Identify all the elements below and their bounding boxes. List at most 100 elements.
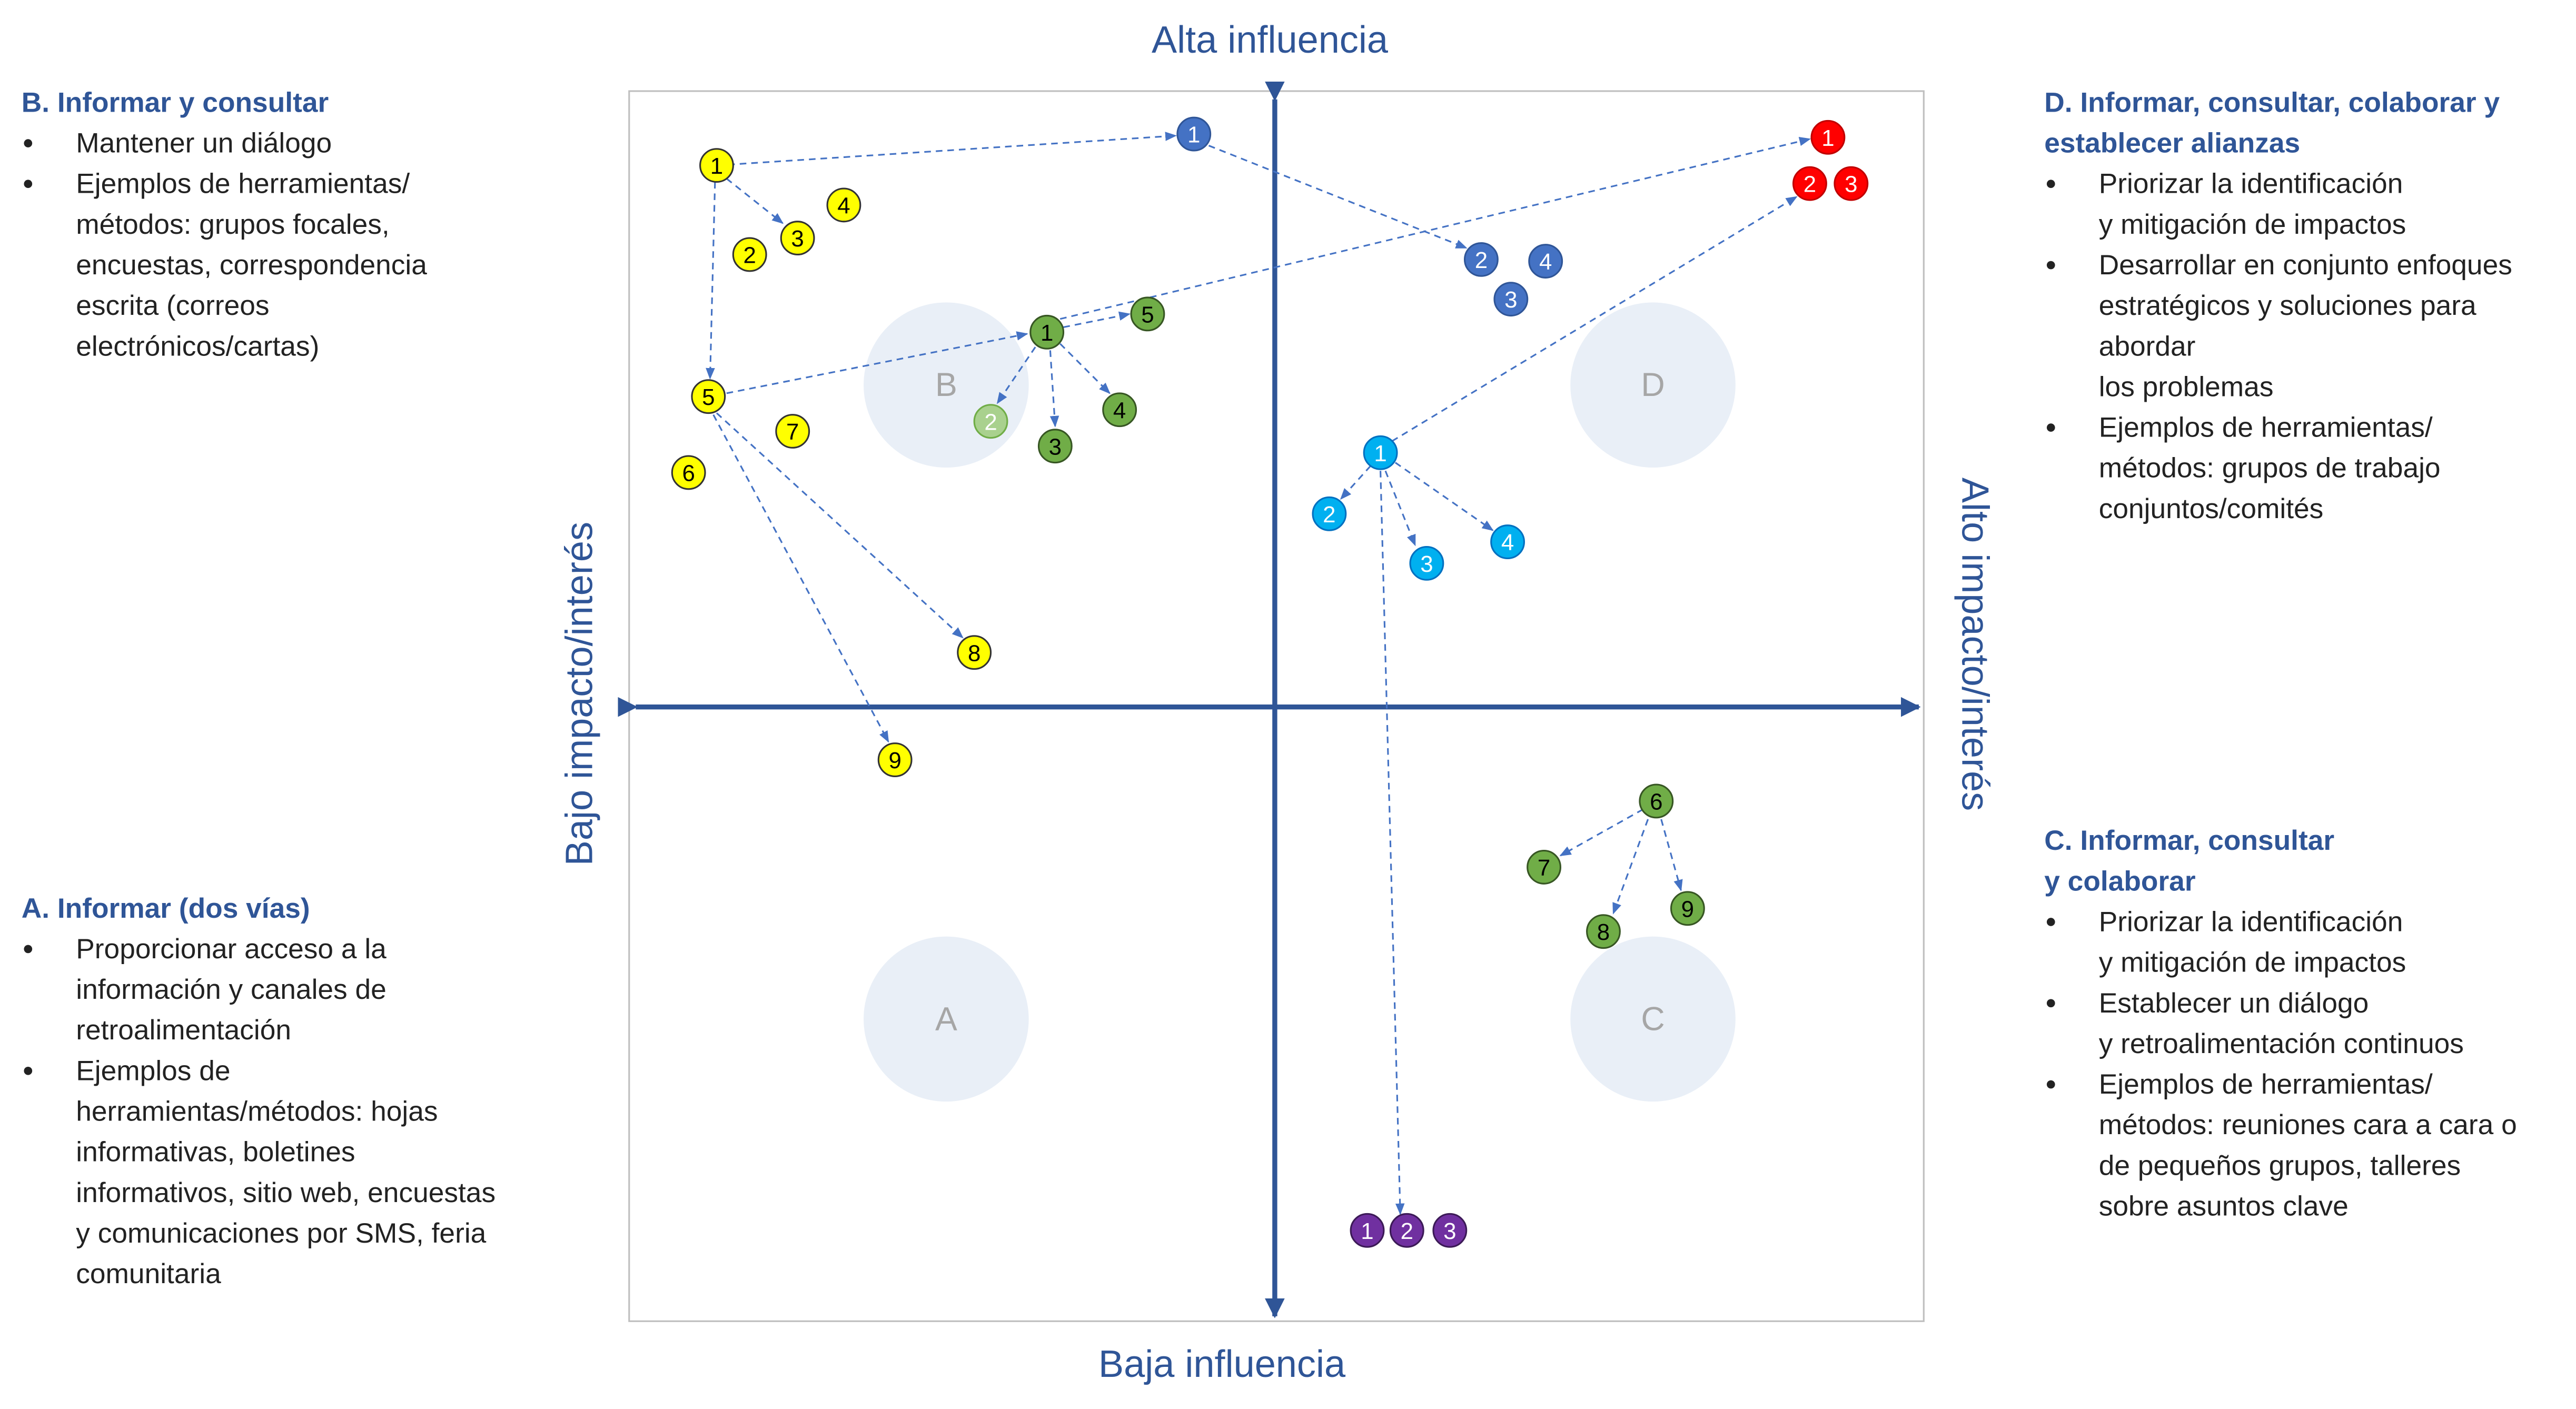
node: [1102, 392, 1137, 428]
node-label: 9: [888, 748, 901, 773]
node-label: 3: [1504, 287, 1517, 313]
node-label: 3: [1845, 172, 1857, 197]
node-label: 1: [1361, 1218, 1373, 1244]
panel-text: escrita (correos: [76, 290, 269, 321]
quadrant-label: A: [935, 1000, 957, 1037]
arrow: [716, 132, 1177, 166]
panel-text: métodos: reuniones cara a cara o: [2099, 1109, 2517, 1140]
panel-text: Ejemplos de herramientas/: [76, 168, 410, 200]
panel-text: información y canales de: [76, 974, 387, 1005]
panel-title: C. Informar, consultar: [2044, 825, 2334, 856]
axis-label-bottom: Baja influencia: [1098, 1343, 1346, 1385]
bullet: [24, 180, 33, 188]
node-label: 2: [1401, 1218, 1413, 1244]
panel-text: comunitaria: [76, 1258, 221, 1289]
panel-text: conjuntos/comités: [2099, 493, 2324, 524]
node: [1432, 1213, 1468, 1248]
arrow: [1559, 808, 1643, 857]
node: [732, 237, 767, 272]
node: [1463, 242, 1499, 277]
bullet: [2046, 1080, 2055, 1089]
quadrant-label: D: [1641, 366, 1665, 403]
panel-text: informativas, boletines: [76, 1137, 355, 1168]
node: [1528, 244, 1563, 279]
panel-text: Establecer un diálogo: [2099, 988, 2369, 1019]
node-label: 8: [1597, 919, 1610, 945]
node-label: 2: [1804, 172, 1816, 197]
arrow: [726, 331, 1028, 394]
node: [780, 221, 815, 256]
quadrant-label: C: [1641, 1000, 1665, 1037]
panel-title: y colaborar: [2044, 866, 2195, 897]
node-label: 2: [743, 243, 756, 269]
arrow: [1059, 343, 1111, 394]
panel-text: Proporcionar acceso a la: [76, 934, 387, 965]
bullet: [2046, 423, 2055, 432]
node: [699, 148, 734, 183]
node-label: 3: [791, 226, 804, 252]
panel-text: abordar: [2099, 331, 2196, 362]
panel-title: D. Informar, consultar, colaborar y: [2044, 87, 2500, 118]
panel-text: de pequeños grupos, talleres: [2099, 1150, 2461, 1181]
panel-text: sobre asuntos clave: [2099, 1190, 2349, 1222]
node-label: 2: [984, 409, 997, 435]
panel-text: los problemas: [2099, 371, 2274, 402]
panel-text: métodos: grupos de trabajo: [2099, 453, 2441, 484]
node-label: 5: [702, 384, 715, 410]
quadrant-circles: [864, 302, 1736, 1102]
node-label: 9: [1681, 896, 1694, 922]
node: [826, 187, 861, 223]
panel-text: retroalimentación: [76, 1015, 291, 1046]
node: [1834, 166, 1869, 201]
panel-text: y mitigación de impactos: [2099, 947, 2406, 978]
panel-text: y retroalimentación continuos: [2099, 1028, 2464, 1059]
bullet: [24, 945, 33, 954]
node-label: 7: [1538, 855, 1550, 881]
node: [1130, 296, 1165, 332]
node-label: 4: [1501, 530, 1514, 555]
panel-text: Mantener un diálogo: [76, 128, 332, 159]
node-label: 8: [968, 640, 980, 666]
panel-text: Ejemplos de herramientas/: [2099, 412, 2433, 443]
node-label: 1: [1374, 441, 1386, 467]
axis-label-top: Alta influencia: [1152, 19, 1389, 61]
node-label: 2: [1323, 502, 1335, 528]
node: [1810, 120, 1846, 155]
arrow: [1394, 462, 1494, 531]
node: [1670, 891, 1705, 926]
axis-label-right: Alto impacto/interés: [1954, 478, 1996, 811]
panel-text: Desarrollar en conjunto enfoques: [2099, 250, 2512, 281]
node: [973, 404, 1008, 439]
arrow: [1660, 819, 1683, 891]
node: [1409, 545, 1444, 581]
arrow: [1340, 465, 1371, 500]
arrow: [1380, 471, 1405, 1215]
node: [1493, 282, 1529, 317]
node: [671, 455, 706, 490]
arrow: [1049, 350, 1059, 428]
node: [1527, 849, 1561, 885]
arrows: [706, 132, 1811, 1215]
panel-text: Priorizar la identificación: [2099, 168, 2403, 200]
node: [1490, 524, 1525, 560]
node-label: 6: [1650, 789, 1662, 815]
node-label: 7: [786, 419, 799, 445]
node: [1389, 1213, 1424, 1248]
panels: B. Informar y consultar Mantener un diálo…: [22, 87, 2517, 1289]
arrow: [1391, 196, 1798, 442]
node: [1037, 429, 1073, 464]
panel-text: encuestas, correspondencia: [76, 250, 427, 281]
node-label: 1: [1187, 122, 1200, 148]
panel-text: Ejemplos de herramientas/: [2099, 1069, 2433, 1100]
node-label: 5: [1141, 302, 1154, 328]
node-label: 3: [1420, 551, 1433, 577]
panel-text: estratégicos y soluciones para: [2099, 290, 2476, 321]
panel-text: informativos, sitio web, encuestas: [76, 1177, 496, 1208]
node: [1792, 166, 1827, 201]
quadrant-label: B: [935, 366, 957, 403]
node: [1312, 496, 1347, 531]
node-label: 1: [1821, 125, 1834, 151]
node: [1639, 783, 1674, 819]
